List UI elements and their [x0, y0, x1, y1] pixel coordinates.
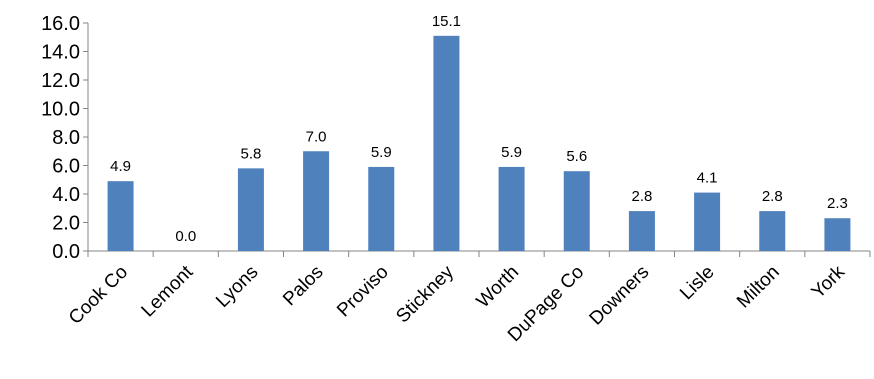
data-label: 15.1 [432, 13, 461, 30]
category-label: York [808, 261, 850, 303]
category-label: Stickney [392, 261, 458, 327]
data-label: 2.8 [631, 188, 652, 205]
category-label: Worth [473, 262, 523, 312]
data-label: 5.9 [371, 144, 392, 161]
y-tick-label: 8.0 [52, 127, 80, 149]
category-label: Lemont [138, 261, 198, 321]
bar [563, 171, 590, 251]
data-label: 5.9 [501, 144, 522, 161]
bar [498, 166, 525, 251]
y-tick-label: 4.0 [52, 184, 80, 206]
bar [824, 218, 851, 251]
y-tick-label: 10.0 [41, 99, 80, 121]
data-label: 2.3 [827, 195, 848, 212]
data-label: 4.9 [110, 158, 131, 175]
category-label: Downers [586, 262, 654, 330]
category-label: Milton [733, 262, 784, 313]
category-label: Lyons [212, 262, 262, 312]
bar [368, 166, 395, 251]
data-label: 0.0 [175, 228, 196, 245]
bar [433, 35, 460, 252]
category-label: Cook Co [65, 262, 132, 329]
y-tick-label: 16.0 [41, 13, 80, 35]
data-label: 5.8 [240, 145, 261, 162]
data-label: 5.6 [566, 148, 587, 165]
category-label: Lisle [676, 262, 718, 304]
data-label: 4.1 [697, 170, 718, 187]
y-tick-label: 6.0 [52, 156, 80, 178]
data-label: 7.0 [306, 128, 327, 145]
bar [628, 211, 655, 251]
bar [237, 168, 264, 251]
data-label: 2.8 [762, 188, 783, 205]
y-tick-label: 0.0 [52, 241, 80, 263]
y-tick-label: 12.0 [41, 70, 80, 92]
bar [759, 211, 786, 251]
y-tick-label: 14.0 [41, 42, 80, 64]
category-label: Palos [279, 262, 327, 310]
y-tick-label: 2.0 [52, 213, 80, 235]
bar [303, 151, 330, 251]
bar [107, 181, 134, 251]
bar [694, 192, 721, 251]
category-label: Proviso [333, 262, 393, 322]
